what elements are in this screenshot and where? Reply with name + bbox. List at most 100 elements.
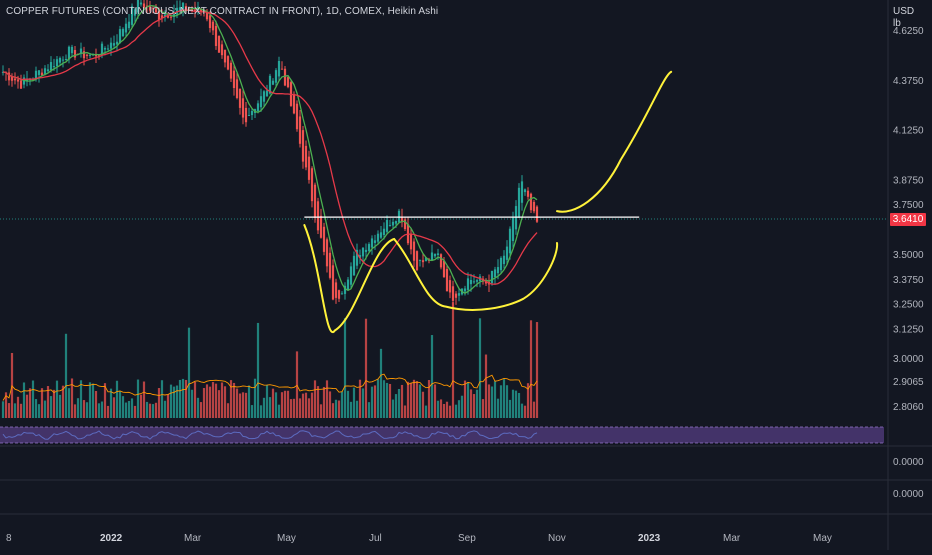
slow-moving-average xyxy=(2,9,538,285)
candle-body xyxy=(103,48,107,50)
candle-body xyxy=(22,77,26,85)
candle-body xyxy=(118,29,122,44)
candle-body xyxy=(532,201,536,212)
volume-bar xyxy=(427,380,431,418)
candle-body xyxy=(109,42,113,49)
volume-bar xyxy=(454,404,458,418)
chart-annotations xyxy=(303,70,673,334)
volume-tick-label: 2.9065 xyxy=(893,377,924,388)
volume-bar xyxy=(244,392,248,418)
candle-body xyxy=(424,257,428,262)
volume-bar xyxy=(109,388,113,418)
candle-body xyxy=(262,91,266,102)
volume-bar xyxy=(130,398,134,418)
candle-body xyxy=(211,21,215,31)
candle-body xyxy=(223,49,227,63)
candle-body xyxy=(346,279,350,290)
candle-body xyxy=(226,56,230,70)
candle-body xyxy=(304,145,308,168)
volume-bar xyxy=(79,380,83,418)
volume-bar xyxy=(220,382,224,418)
volume-bar xyxy=(106,405,110,418)
volume-bar xyxy=(166,394,170,418)
volume-bar xyxy=(472,394,476,418)
candle-body xyxy=(250,110,254,116)
volume-bar xyxy=(403,405,407,418)
candle-body xyxy=(499,257,503,271)
volume-bar xyxy=(64,333,68,418)
volume-bar xyxy=(331,403,335,418)
volume-bar xyxy=(268,397,272,418)
candle-body xyxy=(232,70,236,89)
candle-body xyxy=(331,265,335,300)
volume-bar xyxy=(475,389,479,418)
volume-bar xyxy=(82,400,86,418)
candle-body xyxy=(52,66,56,68)
candle-body xyxy=(517,187,521,218)
candle-body xyxy=(469,279,473,285)
candle-body xyxy=(490,270,494,284)
candle-body xyxy=(136,0,140,13)
volume-bar xyxy=(250,405,254,418)
candle-body xyxy=(451,286,455,301)
volume-bar xyxy=(58,394,62,418)
candle-body xyxy=(94,54,98,57)
volume-bar xyxy=(382,380,386,418)
candle-body xyxy=(421,260,425,263)
candle-body xyxy=(412,241,416,261)
candle-body xyxy=(274,70,278,83)
volume-bar xyxy=(157,388,161,418)
candle-body xyxy=(328,252,332,278)
candle-body xyxy=(238,88,242,108)
volume-bar xyxy=(121,396,125,418)
candle-body xyxy=(148,5,152,11)
candle-body xyxy=(367,244,371,251)
candle-body xyxy=(58,57,62,63)
volume-bar xyxy=(136,379,140,418)
candle-body xyxy=(157,10,161,21)
candle-body xyxy=(124,23,128,33)
candle-body xyxy=(217,36,221,53)
time-tick-label: 2022 xyxy=(100,533,123,544)
volume-bar xyxy=(292,398,296,418)
candle-body xyxy=(364,249,368,253)
volume-bar xyxy=(34,399,38,418)
volume-bar xyxy=(295,351,299,418)
volume-bar xyxy=(28,388,32,418)
heikin-ashi-candles xyxy=(1,0,539,309)
candle-body xyxy=(151,8,155,10)
candle-body xyxy=(85,54,89,56)
volume-bar xyxy=(55,380,59,418)
volume-bar xyxy=(1,401,5,418)
volume-bar xyxy=(115,380,119,418)
volume-bar xyxy=(517,392,521,418)
candle-body xyxy=(520,181,524,203)
volume-bar xyxy=(460,395,464,418)
candle-body xyxy=(355,249,359,266)
candle-body xyxy=(418,259,422,261)
candle-body xyxy=(175,7,179,15)
oscillator-pane xyxy=(0,426,884,444)
volume-bar xyxy=(280,392,284,418)
candle-body xyxy=(37,70,41,75)
candle-body xyxy=(307,156,311,180)
volume-bar xyxy=(508,399,512,418)
candle-body xyxy=(115,41,119,45)
volume-bar xyxy=(463,380,467,418)
volume-bar xyxy=(301,393,305,418)
volume-bar xyxy=(373,385,377,418)
volume-bar xyxy=(211,382,215,418)
volume-bar xyxy=(388,383,392,418)
candle-body xyxy=(244,107,248,123)
candle-body xyxy=(433,253,437,257)
candle-body xyxy=(61,59,65,61)
volume-bar xyxy=(145,401,149,418)
price-tick-label: 3.5000 xyxy=(893,250,924,261)
candle-body xyxy=(436,253,440,256)
volume-bar xyxy=(7,403,11,418)
volume-bar xyxy=(361,388,365,418)
quantity-unit: lb xyxy=(893,18,901,29)
candle-body xyxy=(190,9,194,11)
